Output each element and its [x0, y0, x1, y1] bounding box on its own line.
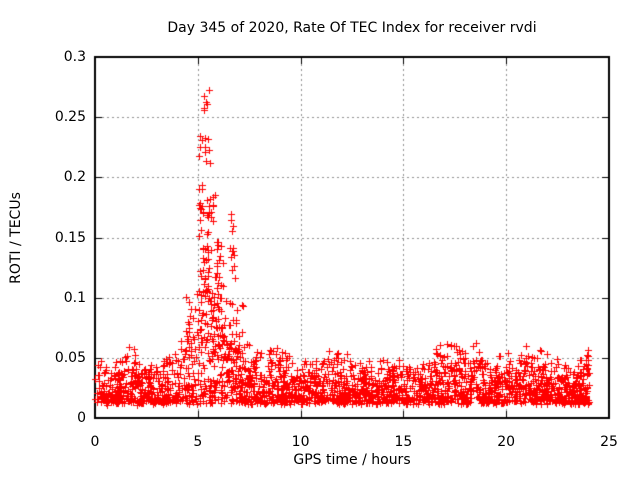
y-tick-label: 0.2 — [63, 169, 86, 186]
y-tick-label: 0 — [77, 410, 86, 426]
x-tick-label: 0 — [90, 434, 100, 450]
x-tick-label: 10 — [291, 434, 310, 450]
y-tick-label: 0.25 — [54, 109, 86, 126]
y-tick-label: 0.05 — [54, 349, 86, 366]
y-tick-label: 0.15 — [54, 229, 86, 246]
x-tick-label: 5 — [193, 434, 203, 450]
x-tick-label: 15 — [394, 434, 413, 450]
y-tick-label: 0.3 — [63, 49, 86, 65]
y-tick-label: 0.1 — [63, 289, 86, 306]
x-tick-label: 25 — [600, 434, 618, 450]
x-tick-label: 20 — [497, 434, 516, 450]
